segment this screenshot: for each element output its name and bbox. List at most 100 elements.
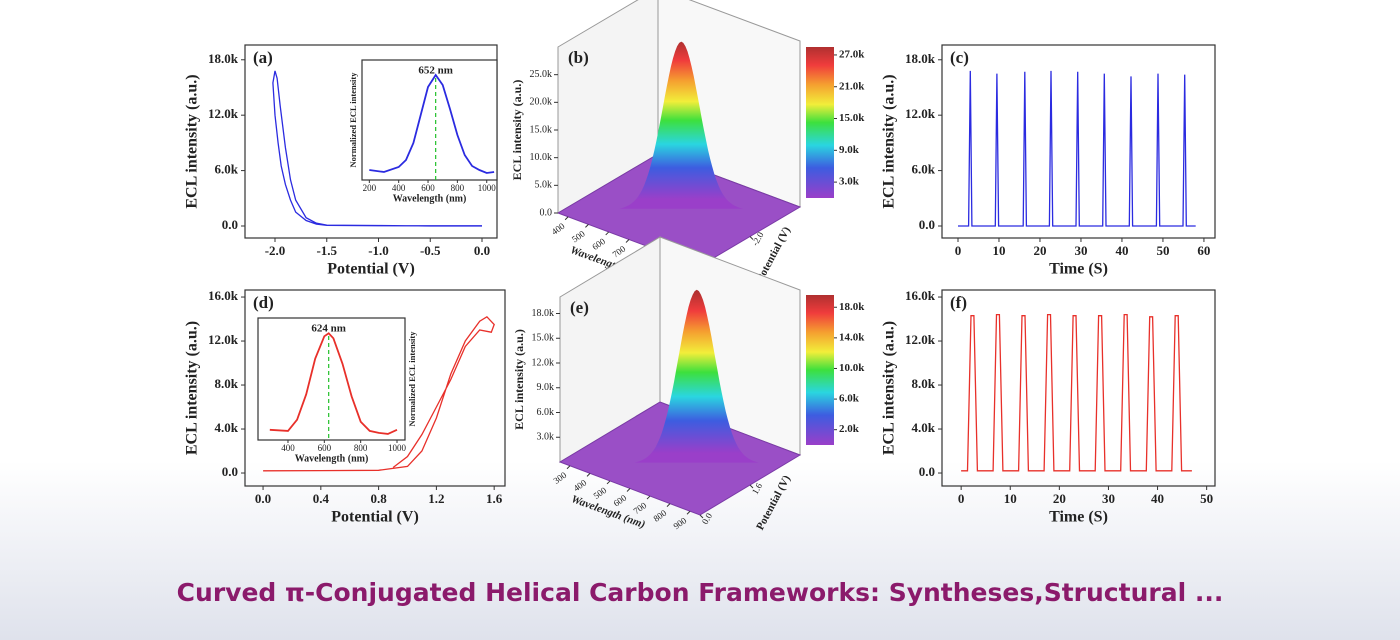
x-tick-label: 40 xyxy=(1115,243,1128,258)
figure: -2.0 -1.5 -1.0 -0.5 0.0 0.0 6.0k 12.0k 18.0k (a) P… xyxy=(184,0,1216,532)
plot-frame xyxy=(244,289,506,487)
plot-frame xyxy=(941,289,1216,487)
x-axis-label: Time (S) xyxy=(1049,509,1108,526)
x-tick-label: 20 xyxy=(1053,491,1066,506)
x-tick-label: 0 xyxy=(958,491,965,506)
y-tick-label: 12.0k xyxy=(208,332,239,347)
panel-label: (d) xyxy=(253,293,274,312)
x-tick-label: 60 xyxy=(1197,243,1210,258)
colorbar-tick-label: 14.0k xyxy=(839,331,865,343)
colorbar-tick-label: 10.0k xyxy=(839,362,865,374)
x-tick-label: 900 xyxy=(672,515,689,531)
inset-x-tick-label: 1000 xyxy=(478,183,497,193)
x-tick-label: 300 xyxy=(552,470,569,486)
inset-frame xyxy=(257,317,406,441)
x-tick-label: 40 xyxy=(1151,491,1164,506)
x-tick xyxy=(626,488,631,492)
y-tick-label: 18.0k xyxy=(208,51,239,66)
peak-annotation: 652 nm xyxy=(418,65,453,77)
inset-x-tick-label: 600 xyxy=(421,183,435,193)
x-tick xyxy=(666,503,671,507)
colorbar-tick-label: 21.0k xyxy=(839,80,865,92)
x-tick-label: -2.0 xyxy=(265,243,286,258)
x-tick-label: 10 xyxy=(1004,491,1017,506)
x-tick-label: -1.5 xyxy=(316,243,337,258)
x-tick-label: -1.0 xyxy=(368,243,389,258)
panel-label: (b) xyxy=(568,48,589,67)
z-tick-label: 0.0 xyxy=(540,207,553,218)
x-tick-label: 10 xyxy=(992,243,1005,258)
x-axis-label: Time (S) xyxy=(1049,261,1108,278)
x-tick-label: 0.0 xyxy=(474,243,490,258)
x-tick-label: 50 xyxy=(1200,491,1213,506)
x-tick xyxy=(564,216,569,221)
inset-x-tick-label: 800 xyxy=(451,183,465,193)
y-tick-label: 16.0k xyxy=(208,288,239,303)
y-axis-label: ECL intensity (a.u.) xyxy=(881,74,898,208)
peak-surface xyxy=(634,289,759,463)
y-tick-label: 12.0k xyxy=(208,106,239,121)
data-line xyxy=(961,313,1192,472)
x-tick-label: 800 xyxy=(652,507,669,523)
x-tick-label: 0 xyxy=(955,243,962,258)
z-tick-label: 18.0k xyxy=(532,308,555,319)
x-tick xyxy=(686,510,691,515)
x-tick xyxy=(605,231,610,236)
x-tick-label: 0.0 xyxy=(255,491,271,506)
y-tick-label: 12.0k xyxy=(905,332,936,347)
data-line xyxy=(369,73,495,174)
x-tick-label: 400 xyxy=(550,221,567,237)
y-tick-label: 0.0 xyxy=(919,217,935,232)
panel-label: (c) xyxy=(950,48,969,67)
colorbar-tick-label: 3.0k xyxy=(839,176,860,188)
x-tick-label: 700 xyxy=(632,500,649,516)
y-tick-label: 4.0k xyxy=(215,420,239,435)
x-tick-label: 500 xyxy=(570,228,587,244)
inset-x-tick-label: 1000 xyxy=(388,443,407,453)
inset-x-tick-label: 200 xyxy=(363,183,377,193)
x-tick xyxy=(625,239,630,243)
x-tick-label: 400 xyxy=(572,477,589,493)
y-axis-label: ECL intensity (a.u.) xyxy=(184,321,201,455)
data-line xyxy=(958,70,1196,227)
x-tick-label: 700 xyxy=(611,243,628,259)
x-tick-label: 30 xyxy=(1074,243,1087,258)
data-line xyxy=(272,70,482,227)
z-tick-label: 25.0k xyxy=(530,69,553,80)
inset-y-label: Normalized ECL intensity xyxy=(407,331,417,427)
z-tick-label: 20.0k xyxy=(530,97,553,108)
inset-x-tick-label: 600 xyxy=(318,443,332,453)
z-tick-label: 15.0k xyxy=(532,333,555,344)
y-tick-label: 8.0k xyxy=(215,376,239,391)
z-tick-label: 10.0k xyxy=(530,152,553,163)
x-tick-label: 600 xyxy=(612,492,629,508)
inset-x-label: Wavelength (nm) xyxy=(393,193,467,204)
y-tick-label: 12.0k xyxy=(905,106,936,121)
z-tick-label: 12.0k xyxy=(532,357,555,368)
y-tick xyxy=(699,514,704,519)
y-tick xyxy=(749,236,754,240)
y-tick-label: 0.0 xyxy=(222,464,238,479)
panel-label: (f) xyxy=(950,293,967,312)
x-tick-label: 600 xyxy=(590,236,607,252)
colorbar-tick-label: 27.0k xyxy=(839,48,865,60)
inset-x-tick-label: 400 xyxy=(392,183,406,193)
colorbar-tick-label: 18.0k xyxy=(839,301,865,313)
x-tick-label: 20 xyxy=(1033,243,1046,258)
x-tick xyxy=(566,465,571,470)
inset-x-tick-label: 400 xyxy=(281,443,295,453)
colorbar-tick-label: 15.0k xyxy=(839,112,865,124)
data-line xyxy=(269,332,398,435)
y-axis-label: ECL intensity (a.u.) xyxy=(881,321,898,455)
caption: Curved π-Conjugated Helical Carbon Frame… xyxy=(176,578,1224,607)
x-tick xyxy=(606,480,611,485)
y-axis-label: ECL intensity (a.u.) xyxy=(184,74,201,208)
z-tick-label: 9.0k xyxy=(537,382,555,393)
z-tick-label: 6.0k xyxy=(537,407,555,418)
inset-frame xyxy=(361,59,498,181)
colorbar-tick-label: 2.0k xyxy=(839,423,860,435)
y-tick-label: 6.0k xyxy=(215,162,239,177)
y-tick-label: 16.0k xyxy=(905,288,936,303)
x-tick xyxy=(646,495,651,500)
inset-y-label: Normalized ECL intensity xyxy=(348,72,358,168)
